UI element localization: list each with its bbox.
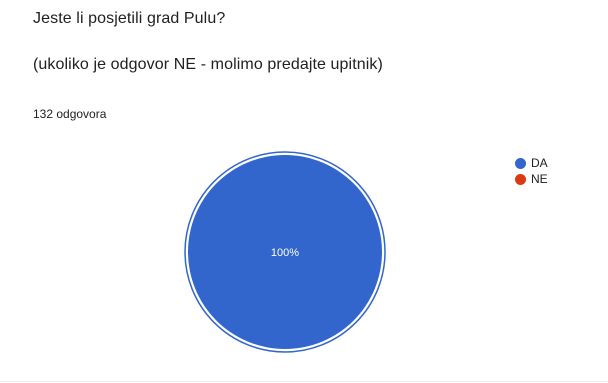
legend-label-da: DA	[531, 156, 548, 170]
question-description: (ukoliko je odgovor NE - molimo predajte…	[33, 56, 383, 73]
pie-data-label-da: 100%	[271, 247, 299, 259]
legend-item-ne[interactable]: NE	[515, 172, 548, 186]
legend-swatch-ne	[515, 173, 526, 185]
pie-data-labels: 100%	[271, 247, 299, 259]
pie-slice-outline-da	[184, 151, 386, 353]
chart-legend: DA NE	[515, 156, 548, 188]
pie-slices	[184, 151, 386, 353]
legend-swatch-da	[515, 157, 526, 169]
card-divider	[0, 381, 608, 382]
question-title: Jeste li posjetili grad Pulu?	[33, 10, 226, 27]
pie-slice-da[interactable]	[188, 155, 382, 349]
legend-item-da[interactable]: DA	[515, 156, 548, 170]
response-count: 132 odgovora	[33, 107, 107, 121]
legend-label-ne: NE	[531, 172, 548, 186]
